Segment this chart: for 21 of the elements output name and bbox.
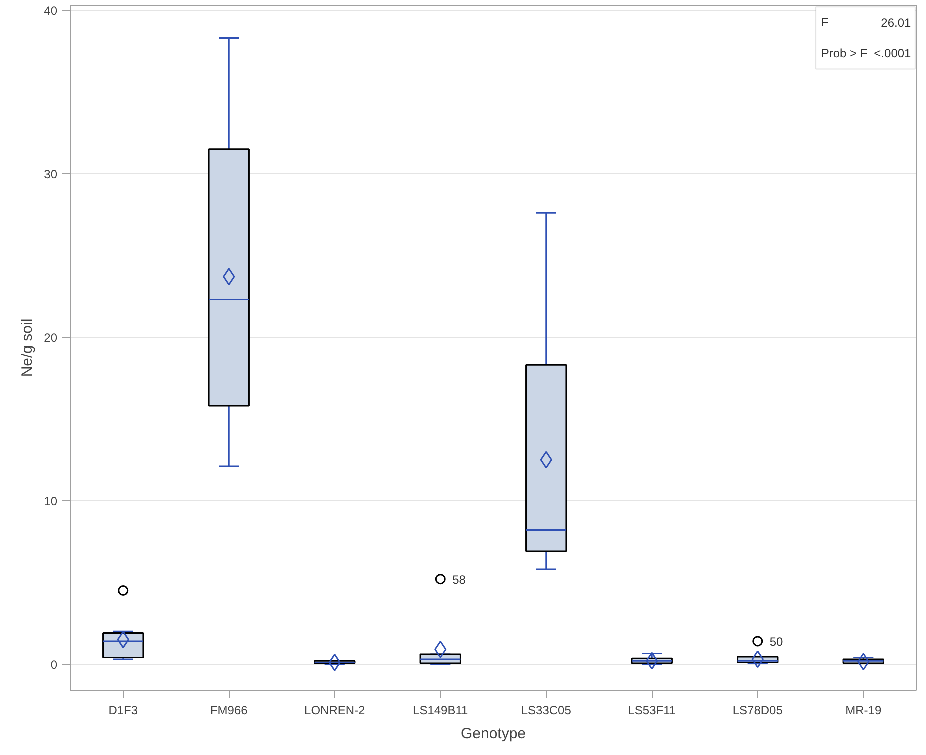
x-tick-label: FM966 bbox=[210, 704, 248, 718]
x-tick-label: LS149B11 bbox=[413, 704, 469, 718]
y-tick-label: 20 bbox=[44, 330, 58, 345]
annotation: 26.01 bbox=[881, 16, 912, 30]
x-tick-label: LONREN-2 bbox=[304, 704, 366, 718]
annotation: 50 bbox=[770, 634, 784, 649]
y-axis-title: Ne/g soil bbox=[19, 318, 36, 378]
annotation: F bbox=[821, 16, 829, 30]
x-axis-title: Genotype bbox=[460, 726, 526, 742]
annotation: <.0001 bbox=[874, 46, 912, 61]
annotation: 58 bbox=[452, 572, 466, 587]
y-tick-label: 10 bbox=[44, 494, 58, 508]
x-tick-label: MR-19 bbox=[846, 704, 882, 718]
y-tick-label: 40 bbox=[44, 4, 58, 18]
x-tick-label: D1F3 bbox=[108, 704, 138, 718]
y-tick-label: 0 bbox=[50, 658, 58, 672]
x-tick-label: LS53F11 bbox=[628, 704, 676, 718]
x-tick-label: LS78D05 bbox=[732, 704, 784, 718]
x-tick-label: LS33C05 bbox=[521, 704, 572, 718]
annotation: Prob > F bbox=[821, 46, 868, 61]
y-tick-label: 30 bbox=[44, 167, 58, 182]
